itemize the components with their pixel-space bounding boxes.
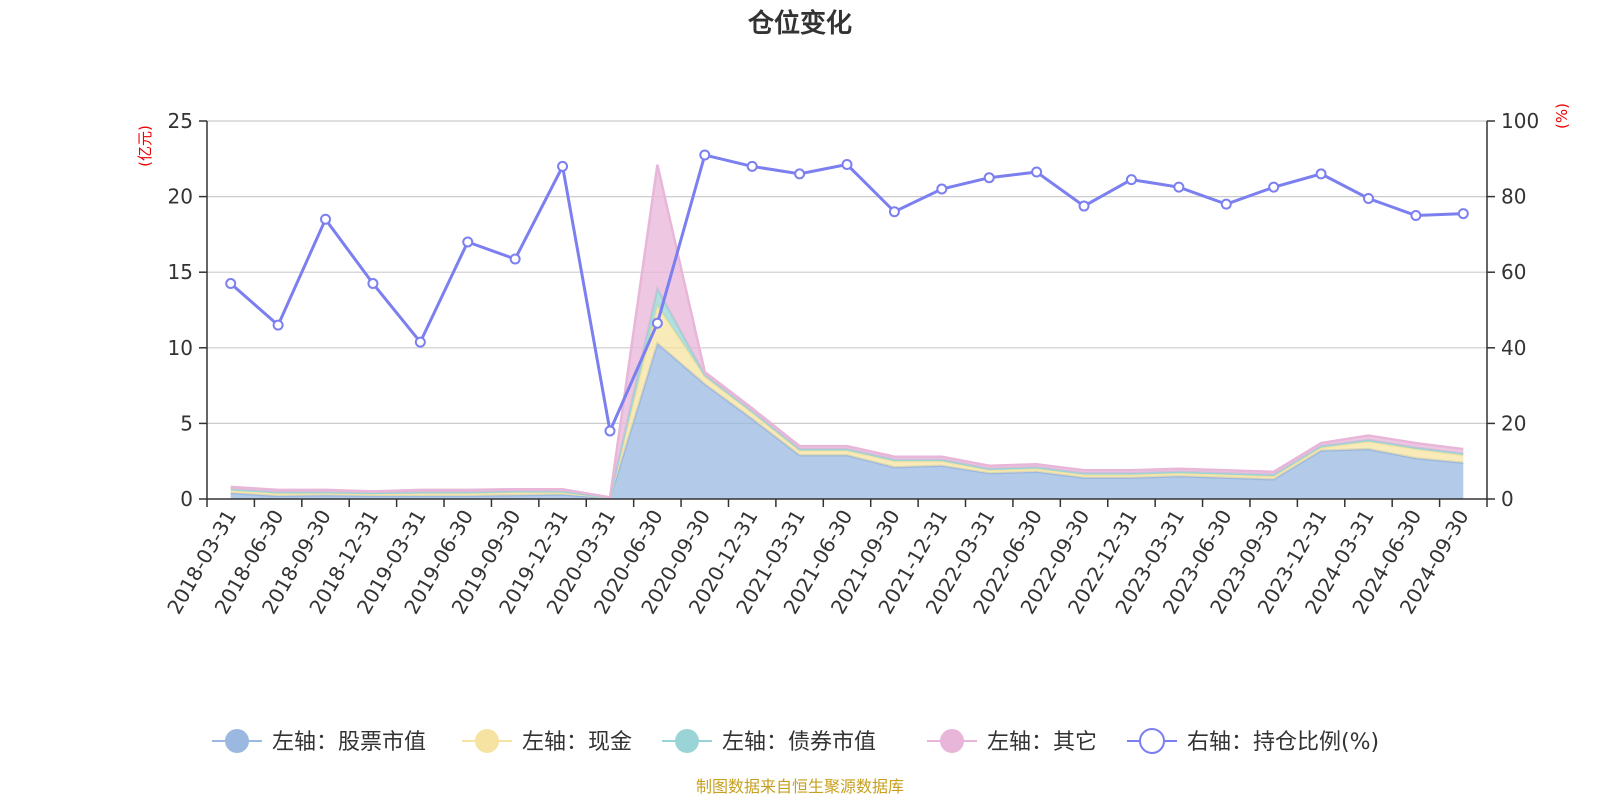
ratio-point (651, 317, 663, 329)
ratio-point (604, 425, 616, 437)
axes: 05101520250204060801002018-03-312018-06-… (162, 109, 1539, 618)
ratio-point (888, 206, 900, 218)
ratio-point (794, 168, 806, 180)
ratio-point (557, 160, 569, 172)
legend-label: 左轴：债券市值 (722, 730, 876, 755)
ratio-point (1268, 181, 1280, 193)
ratio-point (1125, 174, 1137, 186)
ratio-point (1078, 200, 1090, 212)
ratio-point (699, 149, 711, 161)
grid-lines (207, 120, 1487, 424)
ratio-point (367, 278, 379, 290)
left-axis-unit: (亿元) (136, 125, 154, 167)
legend-label: 左轴：现金 (522, 730, 632, 755)
ratio-point (1031, 166, 1043, 178)
ratio-point (225, 278, 237, 290)
left-tick-label: 20 (168, 185, 193, 209)
ratio-point (462, 236, 474, 248)
area-左轴：股票市值 (230, 343, 1464, 499)
right-tick-label: 100 (1501, 109, 1539, 133)
ratio-point (936, 183, 948, 195)
left-tick-label: 0 (180, 487, 193, 511)
ratio-line (225, 149, 1469, 437)
right-tick-label: 80 (1501, 185, 1526, 209)
ratio-point (1173, 181, 1185, 193)
legend-label: 左轴：其它 (987, 730, 1097, 755)
right-tick-label: 60 (1501, 260, 1526, 284)
ratio-point (272, 319, 284, 331)
ratio-point (320, 213, 332, 225)
chart-title: 仓位变化 (747, 8, 852, 39)
legend-label: 右轴：持仓比例(%) (1187, 730, 1379, 755)
right-tick-label: 0 (1501, 487, 1514, 511)
ratio-point (1220, 198, 1232, 210)
ratio-point (746, 160, 758, 172)
stacked-areas (230, 164, 1464, 500)
legend-swatch-marker (675, 729, 699, 753)
ratio-point (414, 336, 426, 348)
ratio-point (983, 172, 995, 184)
right-tick-label: 40 (1501, 336, 1526, 360)
left-tick-label: 10 (168, 336, 193, 360)
ratio-point (1362, 192, 1374, 204)
area-edge-左轴：其它 (230, 164, 1464, 499)
left-tick-label: 15 (168, 260, 193, 284)
right-axis-unit: (%) (1553, 103, 1571, 129)
right-tick-label: 20 (1501, 411, 1526, 435)
left-tick-label: 5 (180, 411, 193, 435)
ratio-point (1410, 210, 1422, 221)
ratio-point (1457, 208, 1469, 220)
area-左轴：其它 (230, 164, 1464, 498)
legend: 左轴：股票市值 左轴：现金 左轴：债券市值 左轴：其它 右轴：持仓比例(%) (212, 728, 1379, 755)
ratio-point (1315, 168, 1327, 180)
legend-swatch-marker (225, 729, 249, 753)
legend-swatch-marker (475, 729, 499, 753)
legend-swatch-marker (1139, 728, 1165, 754)
legend-label: 左轴：股票市值 (272, 730, 426, 755)
ratio-point (509, 253, 521, 265)
data-source-note: 制图数据来自恒生聚源数据库 (696, 777, 904, 796)
ratio-point (841, 158, 853, 170)
legend-swatch-marker (940, 729, 964, 753)
left-tick-label: 25 (168, 109, 193, 133)
